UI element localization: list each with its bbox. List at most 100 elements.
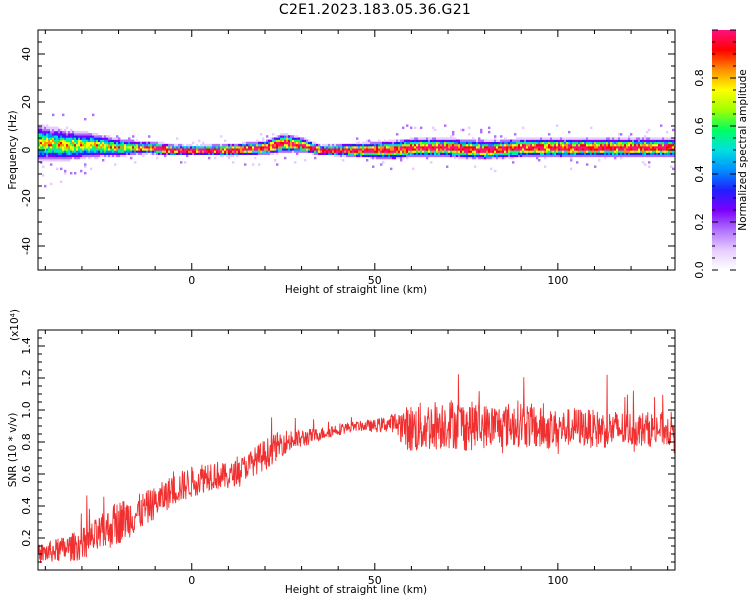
heat-cell (600, 152, 603, 155)
heat-cell (198, 146, 201, 149)
heat-cell (518, 139, 521, 143)
heat-cell (484, 152, 487, 155)
heat-cell (392, 139, 395, 143)
heat-cell (104, 154, 107, 158)
heat-cell (216, 150, 219, 153)
heat-cell (212, 143, 215, 147)
heat-cell (638, 143, 641, 147)
heat-cell (448, 141, 451, 145)
heat-cell (548, 150, 551, 153)
heat-cell (370, 150, 373, 153)
heat-cell (340, 152, 343, 155)
heat-cell (54, 154, 57, 158)
heat-cell (534, 150, 537, 153)
heat-cell (570, 152, 573, 155)
heat-cell (266, 150, 269, 153)
heat-cell (628, 152, 631, 155)
heat-cell (558, 148, 561, 151)
heat-cell (458, 150, 461, 153)
heat-cell (440, 137, 443, 140)
heat-cell (422, 152, 425, 155)
heat-cell (492, 141, 495, 145)
heat-cell (374, 154, 377, 158)
heat-cell (448, 152, 451, 155)
heat-cell (402, 126, 405, 130)
heat-cell (258, 146, 261, 149)
heat-cell (232, 161, 235, 164)
heat-cell (546, 141, 549, 145)
heat-cell (530, 141, 533, 145)
heat-cell (614, 146, 617, 149)
heat-cell (62, 154, 65, 158)
heat-cell (578, 146, 581, 149)
heat-cell (518, 141, 521, 145)
heat-cell (436, 150, 439, 153)
heat-cell (510, 141, 513, 145)
heat-cell (472, 141, 475, 145)
heat-cell (296, 146, 299, 149)
heat-cell (160, 150, 163, 153)
heat-cell (504, 143, 507, 147)
heat-cell (640, 137, 643, 140)
heat-cell (88, 141, 91, 145)
heat-cell (132, 148, 135, 151)
heat-cell (534, 152, 537, 155)
heat-cell (664, 152, 667, 155)
heat-cell (570, 137, 573, 140)
heat-cell (414, 146, 417, 149)
heat-cell (332, 146, 335, 149)
heat-cell (358, 141, 361, 145)
heat-cell (336, 148, 339, 151)
heat-cell (150, 146, 153, 149)
heat-cell (80, 154, 83, 158)
heat-cell (146, 152, 149, 155)
heat-cell (572, 137, 575, 140)
heat-cell (202, 148, 205, 151)
heat-cell (50, 182, 53, 186)
heat-cell (654, 141, 657, 145)
heat-cell (472, 139, 475, 143)
heat-cell (634, 152, 637, 155)
heat-cell (44, 156, 47, 160)
heat-cell (366, 139, 369, 143)
heat-cell (210, 143, 213, 147)
heat-cell (92, 154, 95, 158)
heat-cell (654, 139, 657, 143)
heat-cell (432, 126, 435, 130)
heat-cell (576, 154, 579, 158)
heat-cell (224, 152, 227, 155)
heat-cell (266, 139, 269, 143)
heat-cell (258, 143, 261, 147)
heat-cell (632, 154, 635, 158)
heat-cell (382, 143, 385, 147)
heat-cell (504, 152, 507, 155)
heat-cell (98, 152, 101, 155)
heat-cell (564, 152, 567, 155)
heat-cell (44, 152, 47, 155)
heat-cell (554, 143, 557, 147)
heat-cell (396, 146, 399, 149)
heat-cell (672, 154, 675, 158)
heat-cell (130, 139, 133, 143)
heat-cell (490, 154, 493, 158)
heat-cell (42, 154, 45, 158)
heat-cell (278, 135, 281, 138)
heat-cell (482, 143, 485, 147)
heat-cell (448, 154, 451, 158)
heat-cell (608, 152, 611, 155)
heat-cell (368, 154, 371, 158)
heat-cell (46, 141, 49, 145)
heat-cell (54, 141, 57, 145)
heat-cell (234, 146, 237, 149)
heat-cell (594, 137, 597, 140)
y-tick-label: 1.0 (20, 401, 33, 419)
heat-cell (626, 141, 629, 145)
heat-cell (576, 161, 579, 164)
heat-cell (422, 137, 425, 140)
heat-cell (524, 141, 527, 145)
heat-cell (68, 152, 71, 155)
heat-cell (616, 146, 619, 149)
heat-cell (44, 139, 47, 143)
heat-cell (668, 141, 671, 145)
heat-cell (612, 148, 615, 151)
